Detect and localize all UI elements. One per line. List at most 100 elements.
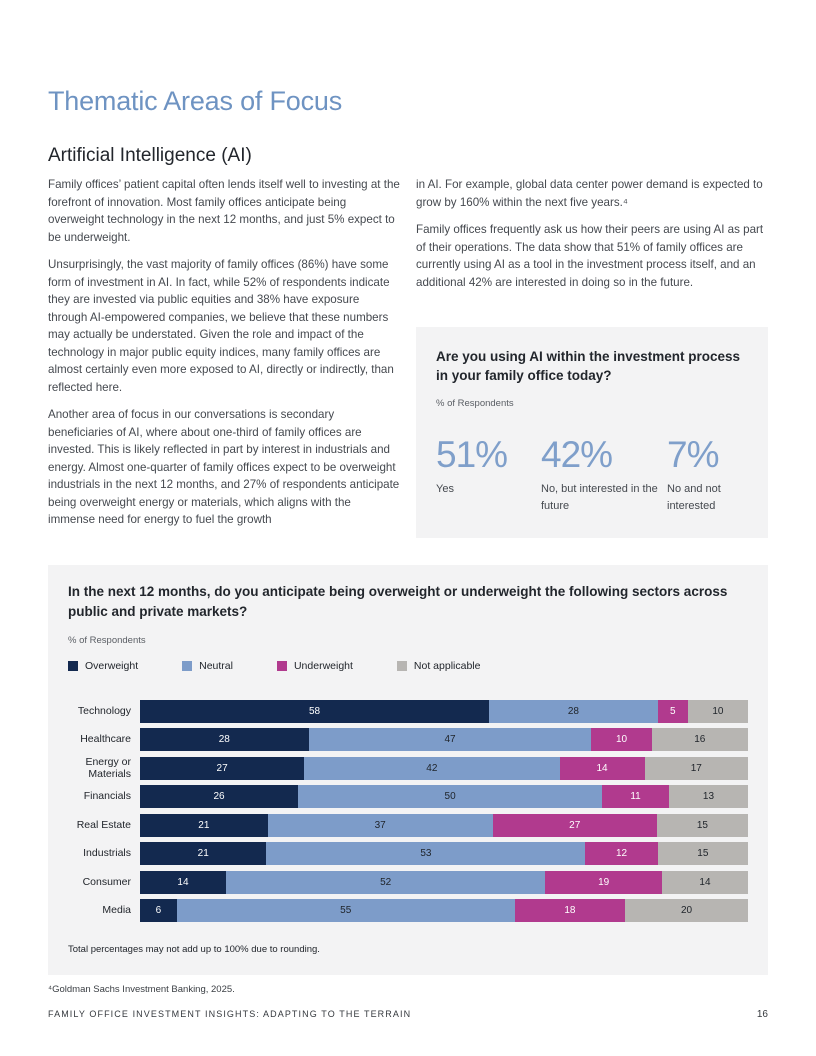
chart-subtitle: % of Respondents	[68, 634, 146, 646]
bar-segment: 55	[176, 899, 515, 922]
page-number: 16	[756, 1009, 768, 1020]
bar-segment: 28	[489, 699, 658, 723]
bar-segment: 58	[140, 699, 490, 723]
bar-segment: 42	[304, 756, 560, 780]
bar-segment: 10	[687, 699, 748, 723]
callout-stats: 51% Yes 42% No, but interested in the fu…	[436, 436, 748, 514]
bar-segment: 18	[514, 899, 626, 922]
paragraph: Unsurprisingly, the vast majority of fam…	[48, 258, 394, 394]
bar-segment: 21	[140, 813, 268, 837]
bar-segment: 16	[651, 728, 748, 751]
footer-title: FAMILY OFFICE INVESTMENT INSIGHTS: ADAPT…	[48, 1009, 412, 1019]
bar-track: 6 55 18 20	[140, 899, 748, 922]
paragraph: Another area of focus in our conversatio…	[48, 408, 400, 526]
bar-segment: 11	[602, 785, 669, 808]
stat-label: No, but interested in the future	[541, 483, 658, 512]
stat-label: Yes	[436, 483, 454, 496]
legend-label: Overweight	[85, 659, 139, 672]
paragraph: Family offices frequently ask us how the…	[416, 223, 764, 289]
bar-segment: 14	[559, 756, 645, 780]
bar-segment: 52	[225, 870, 546, 894]
section-heading: Artificial Intelligence (AI)	[48, 145, 252, 166]
bar-track: 27 42 14 17	[140, 756, 748, 780]
bar-row: Media 6 55 18 20	[68, 899, 748, 922]
stat-yes: 51% Yes	[436, 436, 541, 514]
legend-swatch	[276, 660, 287, 671]
bar-segment: 27	[492, 813, 657, 837]
legend-swatch	[182, 660, 193, 671]
category-label: Financials	[83, 790, 131, 803]
stat-value: 7%	[667, 434, 719, 476]
category-label: Technology	[77, 704, 131, 717]
stat-no-but-interested: 42% No, but interested in the future	[541, 436, 667, 514]
bar-segment: 47	[308, 728, 592, 751]
legend-swatch	[68, 660, 78, 671]
page-title: Thematic Areas of Focus	[48, 86, 343, 116]
bar-row: Real Estate 21 37 27 15	[68, 813, 748, 837]
bar-segment: 19	[545, 870, 662, 894]
bar-track: 58 28 5 10	[140, 699, 748, 723]
bar-segment: 20	[625, 899, 748, 922]
body-columns: Family offices’ patient capital often le…	[48, 176, 768, 539]
bar-row: Energy or Materials 27 42 14 17	[68, 755, 748, 780]
bar-row: Financials 26 50 11 13	[68, 785, 748, 808]
bar-track: 28 47 10 16	[140, 728, 748, 751]
legend-item-underweight: Underweight	[276, 659, 353, 672]
bar-segment: 15	[657, 842, 748, 865]
callout-subtitle: % of Respondents	[436, 397, 514, 409]
legend-swatch	[396, 660, 407, 671]
category-label: Industrials	[83, 847, 131, 860]
chart-note: Total percentages may not add up to 100%…	[68, 944, 320, 955]
bar-segment: 28	[140, 728, 309, 751]
bar-row: Industrials 21 53 12 15	[68, 842, 748, 865]
category-label: Healthcare	[80, 733, 131, 746]
body-column-left: Family offices’ patient capital often le…	[48, 176, 400, 539]
bar-segment: 14	[661, 870, 748, 894]
bar-segment: 6	[140, 899, 177, 922]
callout-title: Are you using AI within the investment p…	[436, 349, 741, 383]
stat-value: 51%	[436, 434, 508, 476]
category-label: Media	[102, 904, 131, 917]
bar-row: Healthcare 28 47 10 16	[68, 728, 748, 751]
bar-segment: 15	[656, 813, 748, 837]
bar-segment: 26	[140, 785, 299, 808]
bar-segment: 5	[657, 699, 688, 723]
legend-item-not-applicable: Not applicable	[396, 659, 481, 672]
bar-segment: 37	[267, 813, 493, 837]
ai-usage-callout-panel: Are you using AI within the investment p…	[416, 327, 768, 539]
bar-track: 21 53 12 15	[140, 842, 748, 865]
paragraph: in AI. For example, global data center p…	[416, 178, 763, 209]
legend-label: Neutral	[199, 659, 233, 672]
bar-segment: 27	[140, 756, 305, 780]
legend-label: Underweight	[293, 659, 353, 672]
paragraph: Family offices’ patient capital often le…	[48, 178, 400, 244]
bar-segment: 50	[298, 785, 603, 808]
bar-segment: 53	[266, 842, 586, 865]
body-column-right: in AI. For example, global data center p…	[416, 176, 768, 539]
bar-track: 26 50 11 13	[140, 785, 748, 808]
chart-title: In the next 12 months, do you anticipate…	[68, 584, 728, 620]
bar-track: 14 52 19 14	[140, 870, 748, 894]
bar-segment: 10	[591, 728, 652, 751]
bar-segment: 17	[644, 756, 748, 780]
bar-rows: Technology 58 28 5 10 Healthcare 28 47 10 16 Energ…	[68, 699, 748, 922]
bar-segment: 12	[585, 842, 658, 865]
bar-row: Consumer 14 52 19 14	[68, 870, 748, 894]
legend-item-neutral: Neutral	[182, 660, 233, 672]
stat-no-not-interested: 7% No and not interested	[667, 436, 746, 514]
bar-track: 21 37 27 15	[140, 813, 748, 837]
category-label: Consumer	[82, 875, 131, 888]
bar-segment: 21	[140, 842, 267, 865]
stat-label: No and not interested	[667, 483, 721, 512]
category-label: Energy or Materials	[85, 755, 131, 780]
footnote: ⁴Goldman Sachs Investment Banking, 2025.	[48, 984, 235, 995]
page-footer: FAMILY OFFICE INVESTMENT INSIGHTS: ADAPT…	[48, 1009, 768, 1020]
sector-weighting-chart-panel: In the next 12 months, do you anticipate…	[48, 565, 768, 975]
bar-segment: 14	[140, 870, 226, 894]
legend-label: Not applicable	[413, 659, 481, 672]
chart-legend: Overweight Neutral Underweight Not appli…	[68, 660, 748, 672]
legend-item-overweight: Overweight	[68, 660, 138, 672]
category-label: Real Estate	[76, 818, 131, 831]
stat-value: 42%	[541, 434, 613, 476]
